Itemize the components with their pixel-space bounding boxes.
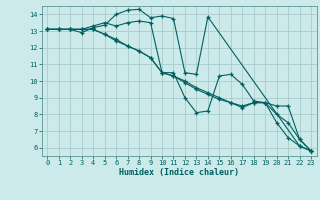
- X-axis label: Humidex (Indice chaleur): Humidex (Indice chaleur): [119, 168, 239, 177]
